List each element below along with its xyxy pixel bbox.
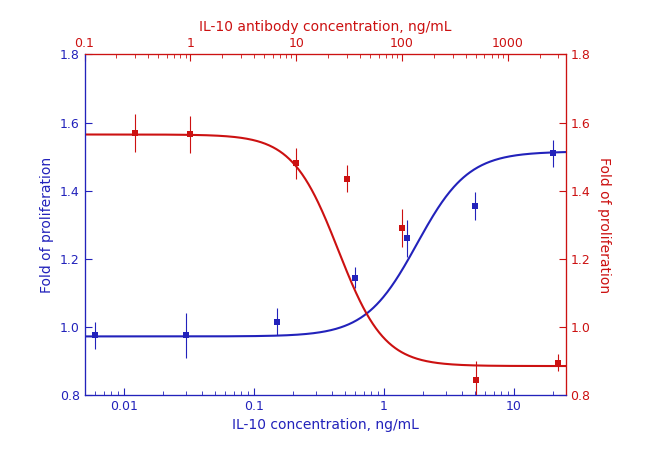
X-axis label: IL-10 concentration, ng/mL: IL-10 concentration, ng/mL (231, 419, 419, 432)
Y-axis label: Fold of proliferation: Fold of proliferation (597, 157, 611, 293)
Y-axis label: Fold of proliferation: Fold of proliferation (40, 157, 54, 293)
X-axis label: IL-10 antibody concentration, ng/mL: IL-10 antibody concentration, ng/mL (199, 20, 451, 34)
